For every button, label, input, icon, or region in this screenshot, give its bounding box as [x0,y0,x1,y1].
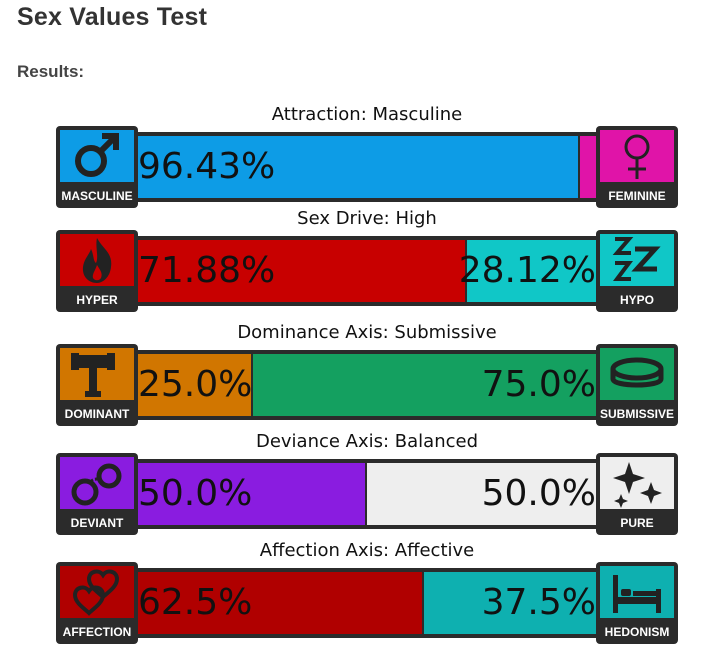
result-bar: 62.5% 37.5% [134,568,600,638]
badge-label: SUBMISSIVE [599,407,674,421]
axis-bar-row: MASCULINE FEMININE 96.43% [56,126,678,208]
result-bar: 71.88% 28.12% [134,236,600,306]
badge-label: HYPER [76,293,118,307]
axis-row: Attraction: Masculine MASCULINE FEMININE 96… [56,104,678,214]
axis-title: Dominance Axis: Submissive [237,322,497,343]
sleep-zzz-icon [600,234,674,286]
hedonism-badge: HEDONISM [596,562,678,644]
left-segment: 62.5% [138,572,425,634]
fire-icon [60,234,134,286]
left-segment: 50.0% [138,463,367,525]
right-segment [579,136,596,198]
gavel-icon [60,348,134,400]
axis-row: Dominance Axis: Submissive DOMINANT SUBMIS… [56,322,678,432]
submissive-badge: SUBMISSIVE [596,344,678,426]
hearts-icon [60,566,134,618]
left-segment: 71.88% [138,240,468,302]
right-segment: 50.0% [367,463,596,525]
dominant-badge: DOMINANT [56,344,138,426]
deviant-badge: DEVIANT [56,453,138,535]
pure-badge: PURE [596,453,678,535]
axis-title: Affection Axis: Affective [259,540,475,561]
badge-label: PURE [620,516,654,530]
right-segment: 37.5% [424,572,596,634]
right-percentage: 50.0% [481,473,596,514]
collar-icon [600,348,674,400]
badge-label: DOMINANT [64,407,130,421]
result-bar: 25.0% 75.0% [134,350,600,420]
left-segment: 25.0% [138,354,253,416]
right-segment: 75.0% [252,354,596,416]
axis-title: Deviance Axis: Balanced [255,431,479,452]
left-percentage: 62.5% [138,582,253,623]
result-bar: 96.43% [134,132,600,202]
left-percentage: 25.0% [138,364,253,405]
axis-bar-row: HYPER HYPO 71.88% 28.12% [56,230,678,312]
axis-title: Sex Drive: High [297,208,437,229]
bed-icon [600,566,674,618]
badge-label: FEMININE [608,189,666,203]
hyper-badge: HYPER [56,230,138,312]
left-percentage: 50.0% [138,473,253,514]
result-bar: 50.0% 50.0% [134,459,600,529]
right-percentage: 75.0% [481,364,596,405]
right-segment: 28.12% [459,240,596,302]
badge-label: HEDONISM [604,625,670,639]
badge-label: MASCULINE [61,189,133,203]
left-percentage: 71.88% [138,250,276,291]
masculine-badge: MASCULINE [56,126,138,208]
right-percentage: 28.12% [458,250,596,291]
left-percentage: 96.43% [138,146,276,187]
axis-bar-row: AFFECTION HEDONISM 62.5% 37.5% [56,562,678,644]
sparkles-icon [600,457,674,509]
badge-label: DEVIANT [70,516,124,530]
feminine-badge: FEMININE [596,126,678,208]
axis-bar-row: DOMINANT SUBMISSIVE 25.0% 75.0% [56,344,678,426]
male-symbol-icon [60,130,134,182]
axis-bar-row: DEVIANT PURE 50.0% 50.0% [56,453,678,535]
affection-badge: AFFECTION [56,562,138,644]
axis-title: Attraction: Masculine [271,104,463,125]
badge-label: HYPO [619,293,654,307]
handcuffs-icon [60,457,134,509]
page-title: Sex Values Test [17,3,208,31]
axis-row: Sex Drive: High HYPER HYPO 71.88% 28.12% [56,208,678,318]
badge-label: AFFECTION [62,625,132,639]
hypo-badge: HYPO [596,230,678,312]
right-percentage: 37.5% [481,582,596,623]
axis-row: Deviance Axis: Balanced DEVIANT PURE 50.0% 5… [56,431,678,541]
results-label: Results: [17,62,85,81]
axis-row: Affection Axis: Affective AFFECTION HEDONI… [56,540,678,650]
female-symbol-icon [600,130,674,182]
left-segment: 96.43% [138,136,580,198]
